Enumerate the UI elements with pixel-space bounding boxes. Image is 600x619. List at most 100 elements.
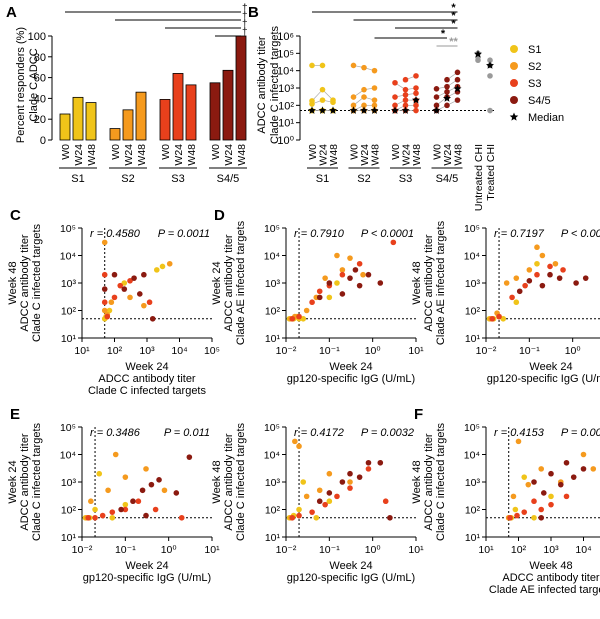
panel-a-x-tick-label: W24 [73, 144, 85, 166]
scatter-point [109, 514, 116, 521]
panel-b-point [444, 89, 450, 95]
x-tick-label: 10⁻¹ [319, 544, 340, 556]
scatter-point [146, 299, 153, 306]
scatter-point [101, 286, 108, 292]
y-tick-label: 10³ [465, 278, 481, 290]
scatter-point [121, 280, 128, 286]
panel-a-significance-mark: † [242, 3, 248, 14]
scatter-point [186, 454, 193, 460]
scatter-point [352, 267, 359, 273]
panel-a-bar [172, 73, 184, 141]
panel-b-significance: ****** [312, 2, 458, 48]
y-tick-label: 10¹ [61, 333, 77, 345]
x-tick-label: 10¹ [408, 345, 424, 357]
legend-median-star [509, 112, 519, 121]
y-tick-label: 10⁵ [264, 422, 280, 434]
legend-label: Median [528, 112, 564, 124]
panel-a-y-tick-label: 100 [28, 31, 46, 43]
x-axis-label: Week 48 [529, 560, 572, 572]
panel-b-point [444, 83, 450, 90]
panel-letter: C [10, 207, 21, 224]
y-axis-label: Clade C infected targets [435, 422, 447, 541]
y-tick-label: 10³ [61, 278, 77, 290]
x-axis-label: gp120-specific IgG (U/mL) [287, 373, 415, 385]
panel-b-point [413, 85, 419, 91]
panel-b-y-tick-label: 10¹ [278, 118, 294, 130]
legend-dot [510, 96, 518, 104]
panel-b-median-star [432, 106, 441, 114]
scatter-point [557, 481, 564, 488]
panel-b-point [371, 97, 378, 103]
panel-b-median-star [329, 106, 337, 114]
scatter-point [515, 438, 522, 445]
scatter-point [326, 280, 333, 286]
panel-a-bars [59, 35, 247, 141]
panel-b-x-tick-label: W24 [442, 144, 454, 166]
panel-a-significance-mark: † [242, 11, 248, 22]
panel-a-bar [109, 128, 121, 141]
panel-b-y-tick-label: 10² [278, 100, 294, 112]
scatter-point [503, 280, 510, 286]
scatter-point [377, 459, 384, 466]
panel-a-x-tick-label: W0 [110, 144, 122, 160]
panel-a-y-tick-label: 60 [34, 73, 46, 85]
scatter-point [131, 275, 137, 281]
r-value-label: r = 0.7197 [494, 228, 545, 240]
panel-b-group-label: S4/5 [436, 173, 459, 185]
panel-b-x-tick-label: W48 [370, 144, 382, 166]
scatter-point [88, 498, 94, 505]
scatter-point [339, 479, 346, 485]
panel-a-x-labels: W0 W24 W48 W0 W24 W48 W0 W24 W48 W0 W24 W48 [60, 144, 248, 166]
scatter-point [514, 512, 520, 519]
panel-b-group-label: S2 [357, 173, 370, 185]
panel-b-point [361, 64, 367, 71]
scatter-point [387, 514, 393, 521]
y-tick-label: 10⁴ [264, 251, 280, 263]
panel-b-point [319, 62, 326, 69]
scatter-point [118, 506, 124, 513]
p-value-label: P < 0.0001 [561, 228, 600, 240]
y-tick-label: 10² [265, 505, 281, 517]
y-tick-label: 10² [465, 505, 481, 517]
y-tick-label: 10³ [61, 477, 77, 489]
panel-b-significance-mark: ** [449, 36, 458, 48]
scatter-point [522, 282, 528, 289]
scatter-point [322, 275, 328, 281]
scatter-point [85, 514, 92, 521]
scatter-point [531, 514, 537, 521]
panel-b-point [402, 86, 409, 93]
scatter-point [178, 514, 185, 521]
x-axis-label: Clade AE infected targets [489, 584, 600, 596]
scatter-point [547, 263, 553, 270]
scatter-point [580, 466, 587, 472]
y-axis-label: Clade AE infected targets [435, 220, 447, 345]
panel-b-group-labels: S1 S2 S3 S4/5 [307, 167, 463, 185]
y-tick-label: 10⁵ [60, 223, 76, 235]
scatter-point [159, 263, 166, 270]
scatter-point [148, 481, 155, 488]
scatter-point [106, 307, 113, 314]
panel-b-letter: B [248, 4, 259, 21]
panel-b: B ADCC antibody titer Clade C infected t… [248, 2, 564, 211]
scatter-point [539, 252, 546, 259]
scatter-point [161, 487, 168, 494]
scatter-point [326, 490, 333, 496]
panel-b-point [444, 102, 450, 109]
scatter-point [111, 271, 118, 278]
x-tick-label: 10⁰ [365, 544, 382, 556]
panel-b-point [392, 102, 398, 109]
scatter-panel-d2: 10¹ 10² 10³ 10⁴ 10⁵ 10⁻² 10⁻¹ 10⁰ 10¹ r = 0.7197 P… [411, 220, 600, 385]
scatter-point [356, 474, 363, 480]
scatter-point [513, 275, 520, 281]
panel-a-bar [209, 82, 221, 141]
panel-b-y-tick-label: 10⁵ [277, 48, 294, 60]
panel-b-median-star [443, 94, 451, 102]
scatter-point [316, 288, 323, 295]
panel-b-median-star [474, 49, 482, 58]
y-tick-label: 10² [265, 306, 281, 318]
scatter-point [347, 255, 353, 261]
panel-b-point [433, 94, 440, 100]
y-tick-label: 10³ [265, 278, 281, 290]
panel-b-x-tick-label: W24 [318, 144, 330, 166]
y-tick-label: 10¹ [61, 532, 77, 544]
